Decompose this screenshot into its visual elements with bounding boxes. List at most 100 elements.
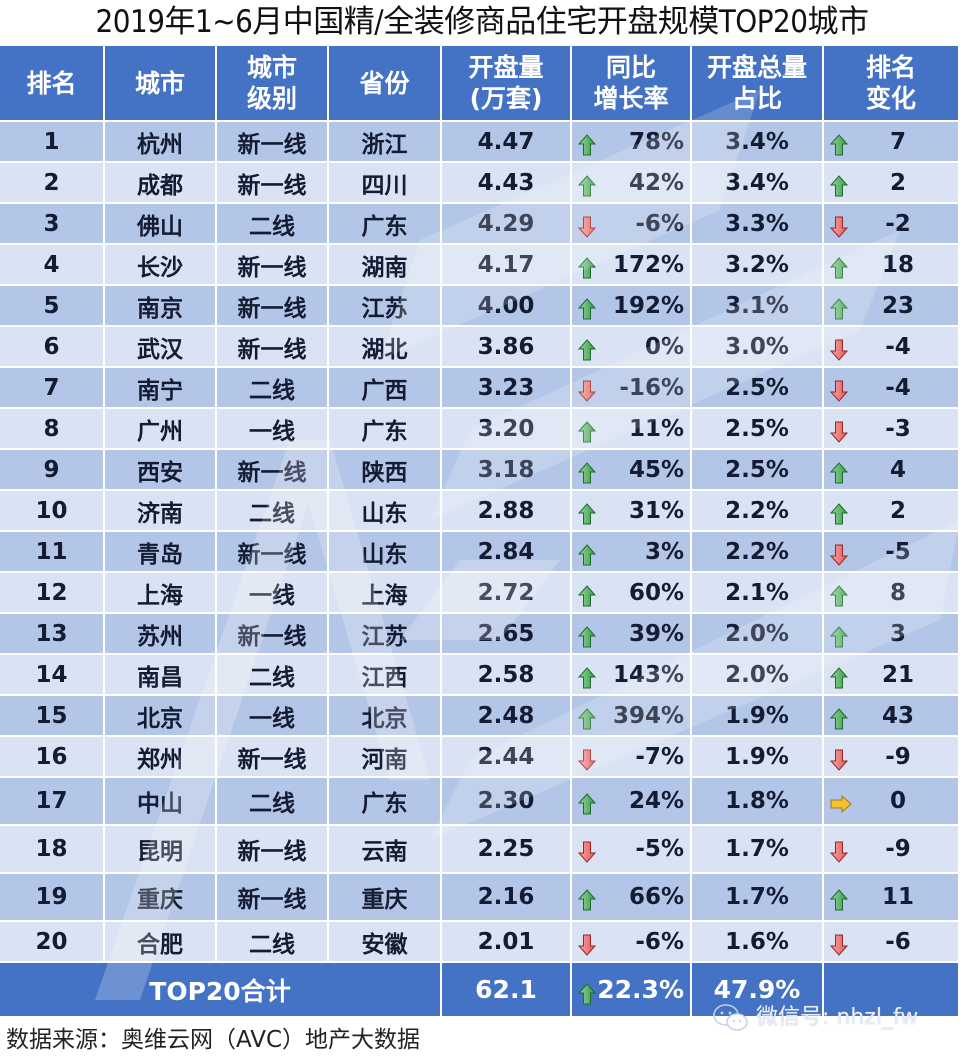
rank-cell: 2 [0,163,103,202]
rank-change-value: 7 [889,128,906,155]
rank-change-cell: 4 [824,450,958,489]
down-arrow-icon [829,749,849,771]
up-arrow-icon [829,666,849,689]
yoy-cell: -16% [572,368,690,407]
up-arrow-icon [577,625,597,648]
volume-cell: 3.18 [442,450,570,489]
volume-cell: 2.25 [442,826,570,872]
header-row: 排名 城市 城市 级别 省份 开盘量 (万套) 同比 增长率 开盘总量 占比 排名 变化 [0,46,958,120]
share-cell: 3.4% [692,122,822,161]
tier-cell: 二线 [217,778,327,824]
up-arrow-icon [829,707,849,730]
province-cell: 河南 [329,737,440,776]
rank-change-cell: -6 [824,922,958,961]
yoy-cell: 78% [572,122,690,161]
yoy-cell: -5% [572,826,690,872]
tier-cell: 二线 [217,368,327,407]
up-arrow-icon [829,584,849,607]
table-row: 18 昆明 新一线 云南 2.25 -5% 1.7% -9 [0,826,958,872]
share-cell: 3.0% [692,327,822,366]
province-cell: 广东 [329,778,440,824]
table-row: 2 成都 新一线 四川 4.43 42% 3.4% 2 [0,163,958,202]
share-cell: 2.0% [692,614,822,653]
table-row: 11 青岛 新一线 山东 2.84 3% 2.2% -5 [0,532,958,571]
table-row: 10 济南 二线 山东 2.88 31% 2.2% 2 [0,491,958,530]
volume-cell: 4.47 [442,122,570,161]
up-arrow-icon [577,133,597,156]
province-cell: 四川 [329,163,440,202]
city-cell: 南京 [105,286,215,325]
city-cell: 中山 [105,778,215,824]
share-cell: 1.9% [692,737,822,776]
yoy-cell: 0% [572,327,690,366]
total-yoy-cell: 22.3% [572,963,690,1016]
yoy-value: 0% [644,333,684,360]
table-row: 19 重庆 新一线 重庆 2.16 66% 1.7% 11 [0,874,958,920]
volume-cell: 3.86 [442,327,570,366]
rank-change-cell: 2 [824,491,958,530]
yoy-cell: 172% [572,245,690,284]
yoy-cell: 143% [572,655,690,694]
city-cell: 昆明 [105,826,215,872]
share-cell: 2.2% [692,491,822,530]
header-tier-line2: 级别 [246,84,297,113]
tier-cell: 一线 [217,573,327,612]
rank-cell: 12 [0,573,103,612]
wechat-watermark: 微信号: nhzl_fw [712,1003,918,1033]
rank-change-value: -3 [885,415,911,442]
header-volume-line1: 开盘量 [468,53,544,82]
table-row: 16 郑州 新一线 河南 2.44 -7% 1.9% -9 [0,737,958,776]
down-arrow-icon [577,749,597,771]
rank-change-cell: 0 [824,778,958,824]
wechat-icon [713,1004,748,1031]
rank-change-value: 21 [881,661,914,688]
yoy-cell: 192% [572,286,690,325]
rank-change-cell: 18 [824,245,958,284]
share-cell: 2.5% [692,409,822,448]
yoy-value: 394% [612,702,684,729]
rank-change-value: 18 [881,251,914,278]
rank-change-value: 2 [889,169,906,196]
share-cell: 3.3% [692,204,822,243]
yoy-value: 172% [612,251,684,278]
rank-change-cell: -4 [824,327,958,366]
table-row: 1 杭州 新一线 浙江 4.47 78% 3.4% 7 [0,122,958,161]
yoy-value: 45% [628,456,684,483]
up-arrow-icon [577,174,597,197]
yoy-value: -6% [635,928,684,955]
province-cell: 北京 [329,696,440,735]
yoy-value: 78% [628,128,684,155]
table-row: 15 北京 一线 北京 2.48 394% 1.9% 43 [0,696,958,735]
yoy-cell: -7% [572,737,690,776]
tier-cell: 二线 [217,655,327,694]
table-row: 5 南京 新一线 江苏 4.00 192% 3.1% 23 [0,286,958,325]
total-empty [824,963,958,1016]
up-arrow-icon [577,420,597,443]
rank-cell: 7 [0,368,103,407]
volume-cell: 2.84 [442,532,570,571]
tier-cell: 新一线 [217,163,327,202]
tier-cell: 二线 [217,204,327,243]
header-volume-line2: (万套) [469,84,543,113]
share-cell: 2.2% [692,532,822,571]
rank-change-cell: 11 [824,874,958,920]
province-cell: 山东 [329,491,440,530]
up-arrow-icon [577,793,597,815]
header-rank-change: 排名 变化 [824,46,958,120]
yoy-value: 60% [628,579,684,606]
province-cell: 山东 [329,532,440,571]
rank-change-cell: 43 [824,696,958,735]
yoy-cell: -6% [572,922,690,961]
page-title: 2019年1~6月中国精/全装修商品住宅开盘规模TOP20城市 [95,4,870,40]
tier-cell: 新一线 [217,327,327,366]
tier-cell: 新一线 [217,532,327,571]
header-share-line1: 开盘总量 [706,53,807,82]
rank-cell: 16 [0,737,103,776]
share-cell: 2.5% [692,450,822,489]
rank-change-cell: 8 [824,573,958,612]
share-cell: 1.8% [692,778,822,824]
rank-change-value: -6 [885,928,911,955]
rank-cell: 3 [0,204,103,243]
yoy-cell: -6% [572,204,690,243]
table-row: 13 苏州 新一线 江苏 2.65 39% 2.0% 3 [0,614,958,653]
